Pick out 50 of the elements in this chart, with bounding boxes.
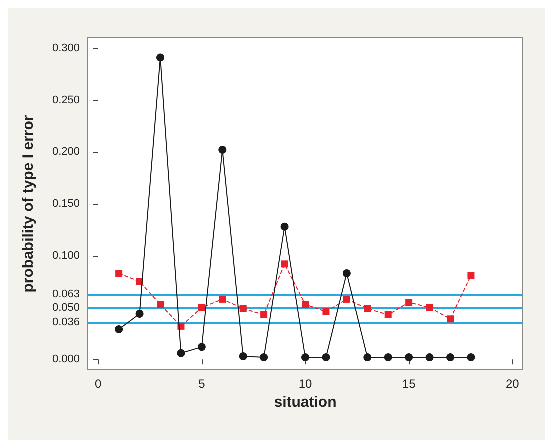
y-axis-title: probability of type I error bbox=[20, 115, 37, 293]
point bbox=[218, 146, 227, 154]
point bbox=[198, 343, 206, 352]
point bbox=[426, 304, 434, 312]
point bbox=[426, 354, 434, 362]
y-tick-label: 0.050 bbox=[52, 302, 80, 314]
y-tick-label: 0.100 bbox=[52, 250, 80, 262]
point bbox=[384, 312, 392, 319]
point bbox=[322, 354, 330, 362]
y-tick-label: 0.000 bbox=[52, 354, 80, 366]
point bbox=[467, 354, 476, 362]
x-tick-label: 10 bbox=[298, 377, 312, 391]
y-tick-label: 0.250 bbox=[52, 94, 80, 106]
point bbox=[156, 54, 164, 62]
point bbox=[260, 354, 268, 362]
point bbox=[342, 270, 351, 278]
point bbox=[240, 305, 247, 312]
point bbox=[219, 296, 226, 303]
point bbox=[302, 354, 310, 362]
x-tick-label: 15 bbox=[402, 377, 416, 391]
point bbox=[406, 299, 413, 306]
point bbox=[116, 270, 123, 278]
point bbox=[260, 312, 268, 319]
point bbox=[239, 352, 248, 361]
point bbox=[280, 222, 289, 231]
point bbox=[302, 301, 309, 308]
point bbox=[405, 354, 414, 362]
point bbox=[198, 304, 206, 312]
x-tick-label: 0 bbox=[95, 377, 102, 391]
point bbox=[446, 354, 454, 362]
y-tick-label: 0.036 bbox=[52, 316, 80, 328]
y-tick-label: 0.063 bbox=[52, 288, 80, 300]
x-tick-label: 20 bbox=[506, 377, 520, 391]
x-axis-title: situation bbox=[274, 394, 337, 411]
point bbox=[384, 354, 392, 362]
point bbox=[177, 349, 186, 358]
x-tick-label: 5 bbox=[198, 377, 206, 391]
y-tick-label: 0.150 bbox=[52, 198, 80, 210]
point bbox=[136, 310, 144, 318]
point bbox=[364, 354, 372, 362]
y-tick-label: 0.200 bbox=[52, 146, 80, 158]
point bbox=[322, 308, 330, 316]
point bbox=[468, 272, 475, 280]
y-tick-label: 0.300 bbox=[52, 42, 80, 54]
point bbox=[115, 326, 124, 334]
point bbox=[343, 296, 350, 303]
point bbox=[364, 305, 372, 312]
point bbox=[447, 316, 454, 323]
point bbox=[157, 301, 164, 308]
point bbox=[281, 260, 288, 268]
